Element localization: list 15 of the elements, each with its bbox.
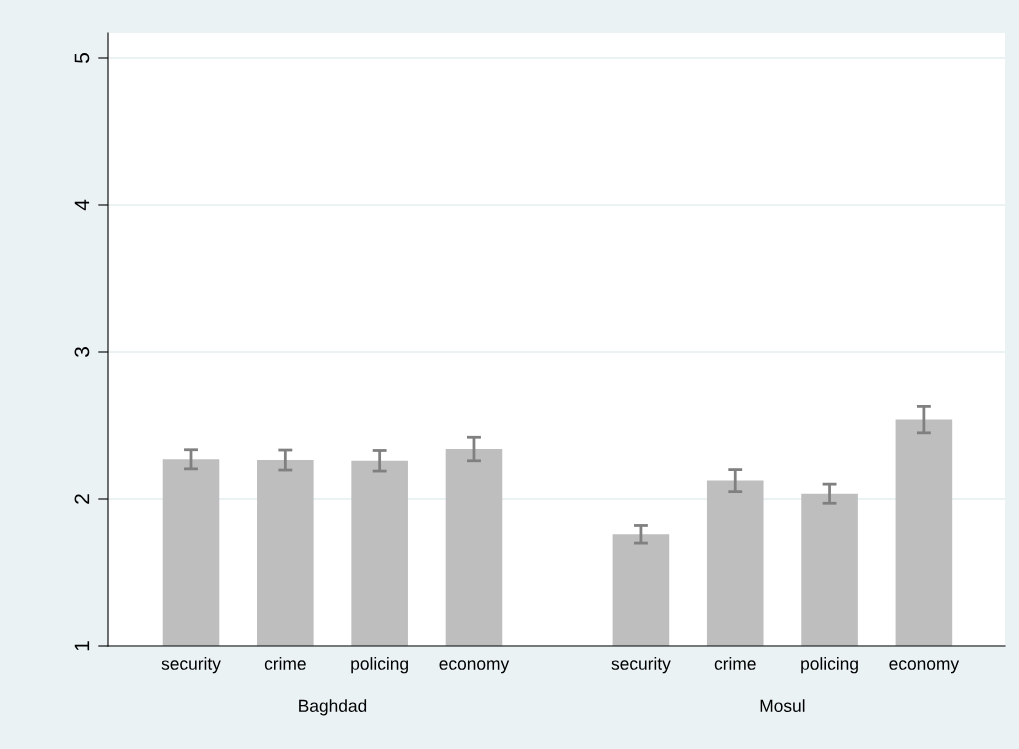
y-tick-label: 1 — [74, 641, 90, 651]
x-tick-label: crime — [714, 657, 756, 670]
x-tick-label: security — [611, 657, 671, 674]
y-tick-label: 4 — [74, 199, 90, 211]
y-tick-label: 5 — [74, 53, 90, 63]
x-tick-label: policing — [351, 657, 408, 674]
x-tick-label: economy — [889, 660, 960, 674]
x-tick-label: crime — [264, 657, 306, 670]
x-tick-label: policing — [801, 657, 858, 674]
text: Baghdad — [299, 699, 367, 716]
y-tick-label: 2 — [74, 494, 90, 504]
x-tick-label: security — [161, 657, 221, 674]
text: Mosul — [760, 699, 805, 712]
y-tick-label: 3 — [74, 347, 90, 357]
x-tick-label: economy — [439, 660, 510, 674]
